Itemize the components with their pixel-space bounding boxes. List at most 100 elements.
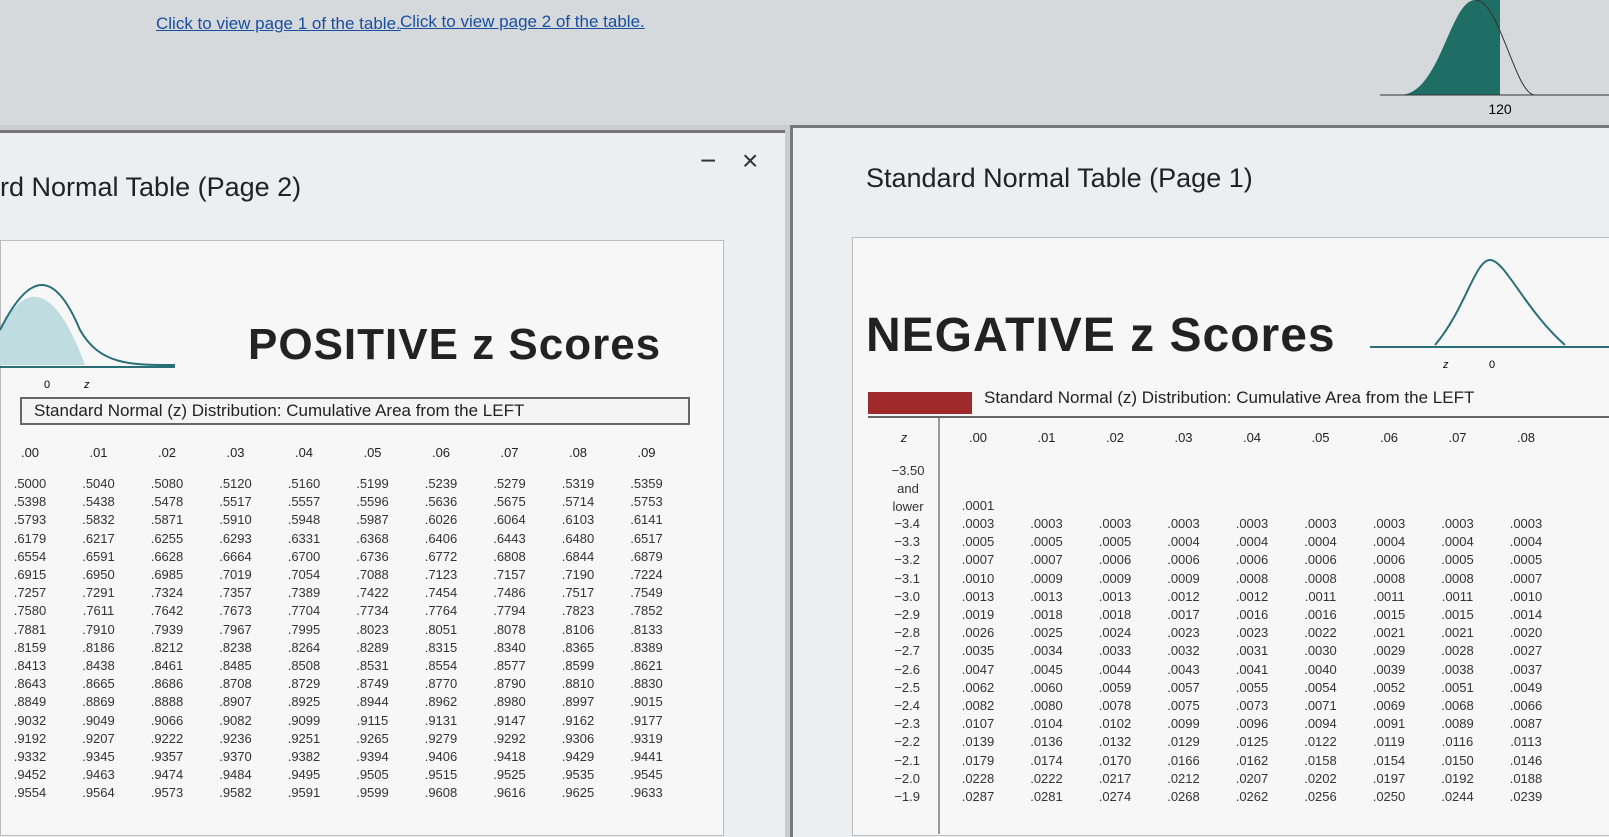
table-cell: .8508	[287, 658, 321, 673]
table-cell: .0287	[961, 789, 995, 804]
table-cell: .8438	[82, 658, 115, 673]
table-cell: .5871	[150, 512, 184, 528]
table-cell: .8461	[150, 658, 184, 673]
table-cell: .0158	[1304, 752, 1337, 768]
table-cell: .9525	[493, 767, 526, 783]
table-cell: .9463	[82, 767, 115, 783]
table-cell: .8869	[82, 694, 115, 710]
table-cell: .0023	[1235, 625, 1269, 641]
table-cell: .7357	[219, 585, 252, 601]
table-cell: .6406	[424, 530, 458, 546]
table-cell: .5675	[493, 494, 526, 510]
table-cell: .0222	[1030, 770, 1063, 786]
table-cell: .0005	[1509, 552, 1543, 568]
table-cell: .7852	[630, 603, 663, 619]
top-area	[0, 0, 1609, 125]
table-caption: Standard Normal (z) Distribution: Cumula…	[20, 397, 690, 425]
page1-link[interactable]: Click to view page 1 of the table.	[156, 14, 401, 33]
table-cell: .0016	[1235, 607, 1269, 622]
table-cell: .7611	[82, 603, 115, 619]
table-cell: .0011	[1441, 588, 1474, 604]
table-cell: .0073	[1235, 698, 1269, 713]
table-cell: .0018	[1030, 607, 1063, 622]
table-cell: .0021	[1441, 625, 1474, 641]
column-header: .04	[1242, 430, 1262, 445]
table-cell: .6103	[561, 512, 595, 528]
z-value: −3.0	[894, 588, 920, 604]
table-cell: .7291	[82, 585, 115, 601]
table-cell: .0008	[1235, 570, 1269, 586]
column-header: .09	[637, 445, 656, 460]
z-value: −3.4	[894, 516, 920, 531]
table-cell: .0003	[1235, 516, 1269, 531]
close-button[interactable]: ×	[742, 145, 759, 176]
table-cell: .0006	[1167, 552, 1200, 568]
table-cell: .8708	[219, 676, 252, 692]
table-cell: .9345	[82, 749, 115, 764]
table-cell: .5160	[287, 476, 321, 491]
z-value: −2.1	[894, 752, 920, 768]
table-cell: .8599	[561, 658, 595, 673]
table-cell: .0116	[1441, 734, 1474, 750]
table-cell: .9406	[424, 749, 458, 764]
table-cell: .6255	[150, 530, 184, 546]
table-cell: .7190	[561, 567, 595, 582]
table-cell: .0051	[1441, 679, 1474, 695]
table-cell: .0008	[1304, 570, 1337, 586]
table-cell: .0006	[1098, 552, 1132, 568]
table-cell: .0005	[961, 534, 995, 550]
table-cell: .7054	[287, 567, 321, 582]
column-header: .05	[363, 445, 382, 460]
table-cell: .6368	[356, 530, 389, 546]
table-cell: .6915	[13, 567, 47, 582]
heading: POSITIVE z Scores	[248, 320, 662, 369]
table-cell: .8212	[150, 639, 184, 655]
table-cell: .6664	[219, 548, 252, 564]
bell-curve: 0 z	[0, 284, 176, 391]
table-cell: .8849	[13, 694, 47, 710]
table-cell: .5948	[287, 512, 321, 528]
axis-label: 0	[1489, 359, 1495, 371]
column-header: .03	[1174, 430, 1193, 445]
table-cell: .8643	[13, 676, 47, 692]
minimize-button[interactable]: −	[700, 145, 717, 176]
z-header: z	[900, 430, 908, 445]
table-cell: .9608	[424, 785, 458, 801]
column-header: .00	[20, 445, 40, 460]
table-cell: .9394	[356, 749, 389, 764]
table-cell: .5557	[287, 494, 321, 510]
table-cell: .0174	[1030, 752, 1063, 768]
column-header: .06	[431, 445, 451, 460]
table-cell: .6591	[82, 548, 115, 564]
table-cell: .0250	[1372, 789, 1406, 804]
table-cell: .0044	[1098, 661, 1132, 677]
page2-link[interactable]: Click to view page 2 of the table.	[400, 12, 645, 31]
table-cell: .9573	[150, 785, 184, 801]
table-cell: .0003	[1441, 516, 1474, 531]
z-value: −1.9	[894, 789, 920, 804]
table-cell: .7517	[561, 585, 595, 601]
table-cell: .7019	[219, 567, 252, 582]
table-cell: .6985	[150, 567, 184, 582]
table-cell: .7257	[13, 585, 47, 601]
table-cell: .0032	[1167, 643, 1200, 659]
table-cell: .0028	[1441, 643, 1474, 659]
table-cell: .6628	[150, 548, 184, 564]
table-cell: .0170	[1098, 752, 1132, 768]
table-cell: .9495	[287, 767, 321, 783]
table-cell: .6950	[82, 567, 115, 582]
table-cell: .0262	[1235, 789, 1269, 804]
table-cell: .0024	[1098, 625, 1132, 641]
column-header: .00	[968, 430, 988, 445]
table-cell: .8186	[82, 639, 115, 655]
table-cell: .0011	[1373, 588, 1405, 604]
table-cell: .5438	[82, 494, 115, 510]
table-cell: .6808	[493, 548, 526, 564]
table-cell: .9236	[219, 730, 252, 746]
z-value: −3.3	[894, 534, 920, 550]
window-title: Standard Normal Table (Page 1)	[866, 163, 1253, 193]
table-cell: .0057	[1167, 679, 1200, 695]
table-cell: .0018	[1098, 607, 1132, 622]
table-cell: .6293	[219, 530, 252, 546]
table-cell: .0022	[1304, 625, 1337, 641]
